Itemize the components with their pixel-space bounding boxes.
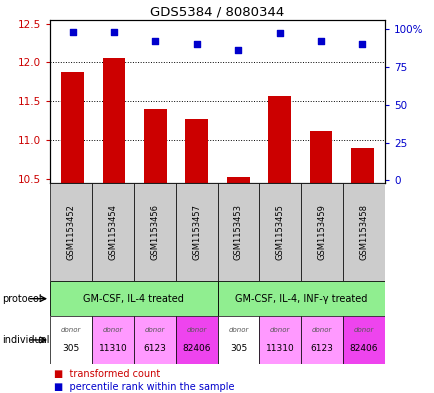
Bar bbox=[61, 72, 84, 183]
Bar bbox=[50, 281, 217, 316]
Text: 305: 305 bbox=[229, 344, 247, 353]
Bar bbox=[185, 119, 208, 183]
Text: GSM1153454: GSM1153454 bbox=[108, 204, 117, 260]
Point bbox=[193, 41, 200, 47]
Text: ■  transformed count: ■ transformed count bbox=[54, 369, 160, 379]
Bar bbox=[134, 316, 175, 364]
Text: GSM1153458: GSM1153458 bbox=[359, 204, 368, 260]
Bar bbox=[217, 316, 259, 364]
Text: 6123: 6123 bbox=[143, 344, 166, 353]
Bar bbox=[175, 316, 217, 364]
Text: 82406: 82406 bbox=[349, 344, 378, 353]
Point bbox=[358, 41, 365, 47]
Bar bbox=[50, 183, 92, 281]
Point bbox=[234, 47, 241, 53]
Text: donor: donor bbox=[270, 327, 290, 332]
Text: 82406: 82406 bbox=[182, 344, 210, 353]
Bar bbox=[350, 148, 373, 183]
Text: donor: donor bbox=[353, 327, 373, 332]
Text: GM-CSF, IL-4, INF-γ treated: GM-CSF, IL-4, INF-γ treated bbox=[234, 294, 367, 304]
Text: donor: donor bbox=[186, 327, 206, 332]
Bar bbox=[134, 183, 175, 281]
Text: donor: donor bbox=[102, 327, 123, 332]
Bar bbox=[217, 281, 384, 316]
Point bbox=[69, 29, 76, 35]
Text: GSM1153456: GSM1153456 bbox=[150, 204, 159, 260]
Text: donor: donor bbox=[61, 327, 81, 332]
Text: donor: donor bbox=[144, 327, 164, 332]
Text: 11310: 11310 bbox=[265, 344, 294, 353]
Text: GM-CSF, IL-4 treated: GM-CSF, IL-4 treated bbox=[83, 294, 184, 304]
Bar bbox=[92, 183, 134, 281]
Bar bbox=[144, 109, 167, 183]
Title: GDS5384 / 8080344: GDS5384 / 8080344 bbox=[150, 6, 284, 18]
Text: 11310: 11310 bbox=[98, 344, 127, 353]
Bar bbox=[50, 316, 92, 364]
Text: GSM1153457: GSM1153457 bbox=[192, 204, 201, 260]
Bar bbox=[267, 96, 290, 183]
Bar bbox=[309, 131, 332, 183]
Text: GSM1153459: GSM1153459 bbox=[317, 204, 326, 260]
Bar bbox=[342, 183, 384, 281]
Bar bbox=[226, 177, 249, 183]
Text: GSM1153452: GSM1153452 bbox=[66, 204, 75, 260]
Bar bbox=[217, 183, 259, 281]
Text: GSM1153455: GSM1153455 bbox=[275, 204, 284, 260]
Bar bbox=[92, 316, 134, 364]
Point bbox=[110, 29, 117, 35]
Text: protocol: protocol bbox=[2, 294, 42, 304]
Text: ■  percentile rank within the sample: ■ percentile rank within the sample bbox=[54, 382, 234, 392]
Text: donor: donor bbox=[311, 327, 332, 332]
Text: donor: donor bbox=[228, 327, 248, 332]
Bar bbox=[102, 59, 125, 183]
Point bbox=[276, 30, 283, 37]
Text: GSM1153453: GSM1153453 bbox=[233, 204, 242, 260]
Bar bbox=[259, 183, 300, 281]
Bar bbox=[175, 183, 217, 281]
Bar bbox=[300, 183, 342, 281]
Point bbox=[317, 38, 324, 44]
Text: 6123: 6123 bbox=[310, 344, 333, 353]
Bar bbox=[259, 316, 300, 364]
Point bbox=[151, 38, 158, 44]
Text: 305: 305 bbox=[62, 344, 79, 353]
Bar bbox=[300, 316, 342, 364]
Bar bbox=[342, 316, 384, 364]
Text: individual: individual bbox=[2, 335, 49, 345]
